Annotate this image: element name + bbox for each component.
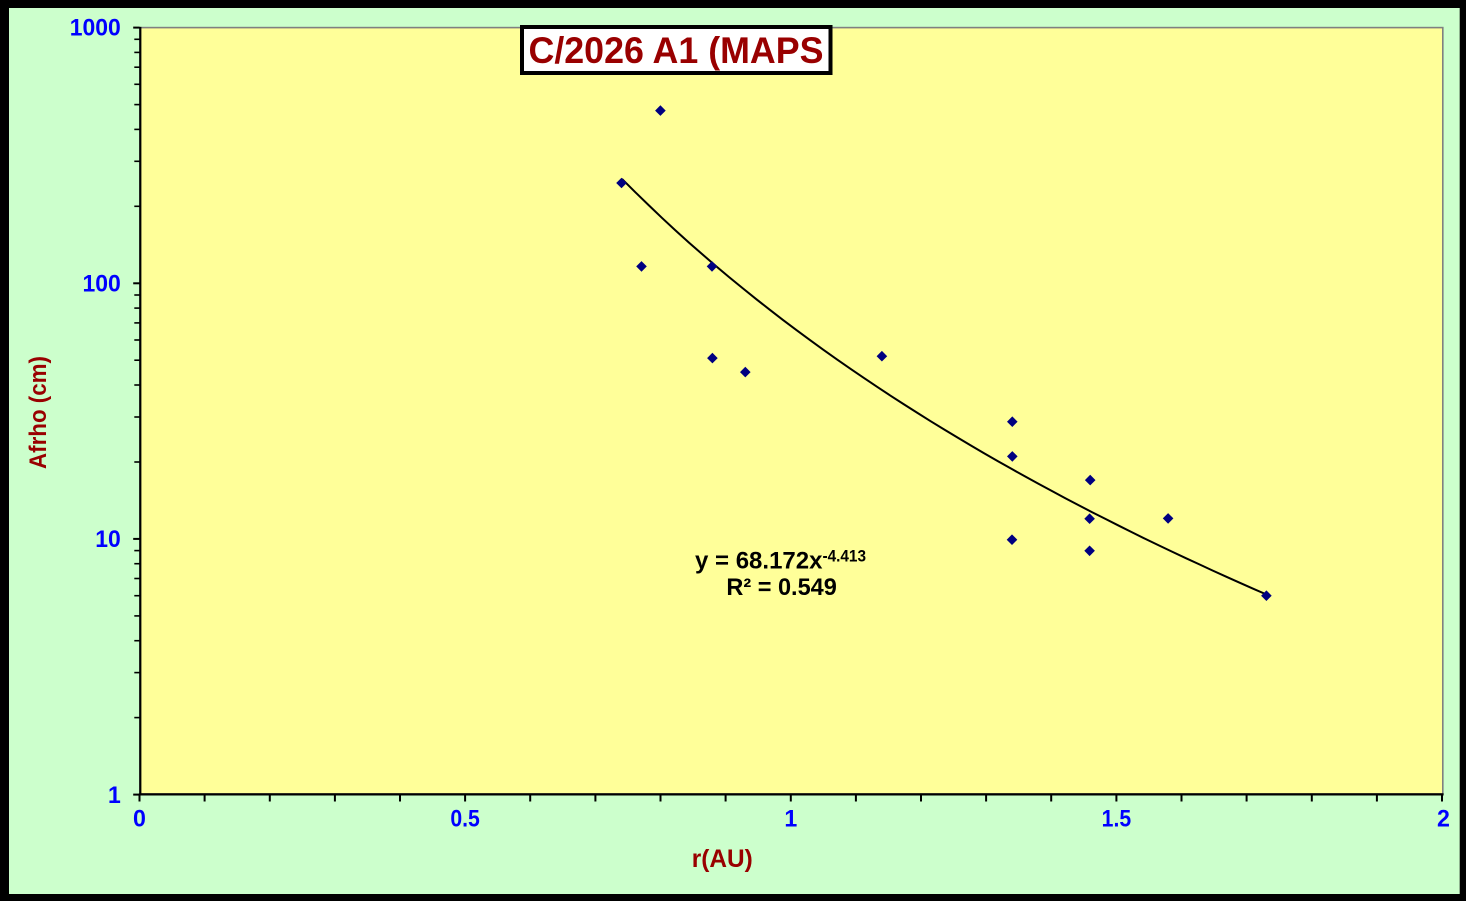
svg-text:10: 10 <box>95 526 121 553</box>
svg-text:100: 100 <box>83 270 121 297</box>
svg-text:R² = 0.549: R² = 0.549 <box>726 574 837 601</box>
svg-text:1: 1 <box>784 805 797 832</box>
svg-text:Afrho (cm): Afrho (cm) <box>25 356 52 469</box>
svg-text:-4.413: -4.413 <box>823 548 867 566</box>
svg-text:y = 68.172x: y = 68.172x <box>695 548 823 575</box>
svg-text:1000: 1000 <box>70 14 121 41</box>
svg-text:1.5: 1.5 <box>1102 805 1132 832</box>
svg-text:2: 2 <box>1437 805 1450 832</box>
svg-text:C/2026 A1 (MAPS: C/2026 A1 (MAPS <box>529 29 824 71</box>
svg-text:0: 0 <box>133 805 146 832</box>
svg-text:r(AU): r(AU) <box>692 845 753 873</box>
svg-text:1: 1 <box>108 782 121 809</box>
svg-text:0.5: 0.5 <box>450 805 480 832</box>
